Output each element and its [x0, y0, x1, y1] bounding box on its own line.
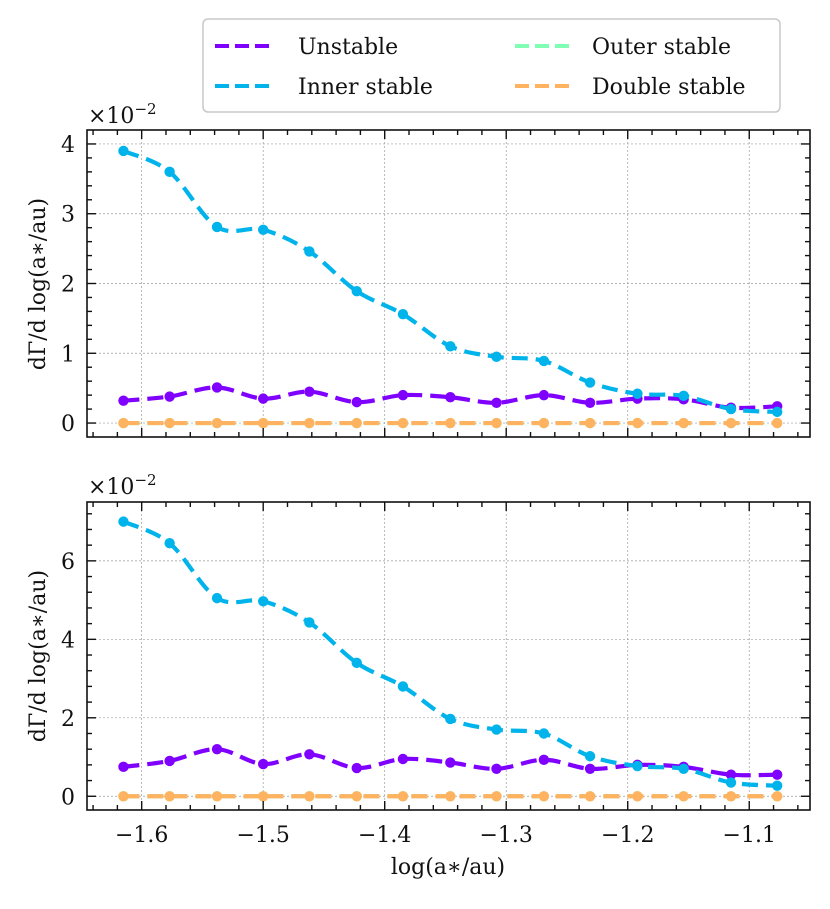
top-panel-line-unstable — [123, 385, 778, 411]
bottom-panel-point-double-stable — [257, 791, 269, 802]
bottom-panel-frame — [86, 501, 811, 811]
bottom-panel-point-double-stable — [771, 791, 783, 802]
bottom-panel-ytick-label: 4 — [61, 628, 75, 653]
bottom-panel-point-double-stable — [164, 791, 175, 802]
top-panel-ytick-label: 1 — [61, 342, 75, 367]
bottom-panel-ytick-label: 6 — [61, 550, 75, 575]
bottom-panel-point-double-stable — [211, 791, 223, 802]
bottom-panel-line-inner-stable — [122, 519, 778, 788]
legend-label-double-stable: Double stable — [592, 75, 746, 100]
top-panel-point-unstable — [351, 396, 362, 408]
top-panel-scale-label: ×10−2 — [88, 100, 157, 129]
x-ticklabels: −1.6 −1.5 −1.4 −1.3 −1.2 −1.1 — [115, 823, 776, 848]
top-panel-point-double-stable — [771, 417, 783, 429]
top-panel-line-inner-stable — [122, 148, 778, 414]
bottom-panel-point-inner-stable — [771, 780, 783, 791]
bottom-panel-ytick-label: 0 — [61, 785, 75, 810]
top-panel-ytick-label: 4 — [61, 133, 75, 158]
top-panel-series-unstable — [118, 382, 783, 413]
bottom-panel-line-unstable — [123, 747, 778, 778]
top-panel-point-unstable — [491, 397, 502, 409]
x-tick-label: −1.2 — [601, 823, 654, 848]
bottom-panel-point-double-stable — [351, 791, 362, 802]
bottom-panel-point-unstable — [725, 769, 737, 780]
top-panel-ticks — [87, 130, 810, 437]
legend-label-outer-stable: Outer stable — [592, 35, 731, 60]
bottom-panel-y-ticklabels: 0 2 4 6 — [61, 550, 75, 810]
x-tick-label: −1.6 — [115, 823, 168, 848]
bottom-panel-point-unstable — [211, 743, 223, 755]
top-panel-ytick-label: 2 — [61, 273, 75, 298]
top-panel-point-unstable — [257, 393, 269, 404]
top-panel-point-double-stable — [211, 417, 223, 429]
bottom-panel: 0 2 4 6 −1.6 −1.5 −1.4 −1.3 −1.2 −1.1 ×10−2 dΓ/d… — [26, 471, 811, 848]
top-panel-point-unstable — [304, 386, 315, 397]
top-panel-point-unstable — [538, 389, 550, 401]
bottom-panel-point-double-stable — [304, 791, 315, 802]
top-panel-y-ticklabels: 0 1 2 3 4 — [61, 133, 75, 437]
top-panel-series-inner-stable — [118, 145, 783, 418]
x-axis-label: log(a∗/au) — [391, 855, 505, 880]
top-panel-point-inner-stable — [771, 406, 783, 418]
top-panel-series-double-stable — [118, 417, 783, 429]
x-tick-label: −1.3 — [480, 823, 533, 848]
bottom-panel-series — [118, 516, 783, 802]
bottom-panel-series-double-stable — [118, 791, 783, 802]
bottom-panel-ticks — [87, 502, 810, 810]
top-panel-point-unstable — [584, 397, 596, 409]
bottom-panel-series-inner-stable — [118, 516, 783, 791]
bottom-panel-point-unstable — [304, 749, 315, 760]
top-panel-point-unstable — [164, 391, 175, 402]
bottom-panel-point-inner-stable — [351, 657, 362, 669]
top-panel-point-inner-stable — [351, 285, 362, 297]
bottom-panel-ytick-label: 2 — [61, 707, 75, 732]
top-panel-point-unstable — [445, 392, 456, 403]
bottom-panel-y-axis-label: dΓ/d log(a∗/au) — [26, 570, 51, 742]
top-panel-series — [118, 145, 783, 429]
bottom-panel-point-unstable — [491, 763, 502, 775]
legend-label-unstable: Unstable — [298, 35, 398, 60]
legend: Unstable Outer stable Inner stable Doubl… — [202, 18, 781, 113]
top-panel-point-double-stable — [351, 417, 362, 429]
legend-box — [202, 18, 781, 113]
top-panel-point-unstable — [211, 382, 223, 393]
top-panel-point-double-stable — [164, 417, 175, 429]
top-panel-point-double-stable — [257, 417, 269, 429]
top-panel-point-double-stable — [304, 417, 315, 429]
bottom-panel-scale-label: ×10−2 — [88, 471, 157, 500]
bottom-panel-point-unstable — [538, 754, 550, 765]
bottom-panel-point-unstable — [771, 769, 783, 780]
top-panel: 0 1 2 3 4 ×10−2 dΓ/d log(a∗/au) — [26, 100, 811, 438]
top-panel-point-unstable — [397, 389, 409, 401]
x-tick-label: −1.4 — [358, 823, 411, 848]
bottom-panel-series-unstable — [118, 743, 783, 780]
bottom-panel-point-unstable — [584, 763, 596, 775]
x-tick-label: −1.5 — [236, 823, 289, 848]
top-panel-ytick-label: 0 — [61, 412, 75, 437]
top-panel-ytick-label: 3 — [61, 203, 75, 228]
x-tick-label: −1.1 — [723, 823, 776, 848]
top-panel-y-axis-label: dΓ/d log(a∗/au) — [26, 198, 51, 370]
legend-label-inner-stable: Inner stable — [298, 75, 433, 100]
